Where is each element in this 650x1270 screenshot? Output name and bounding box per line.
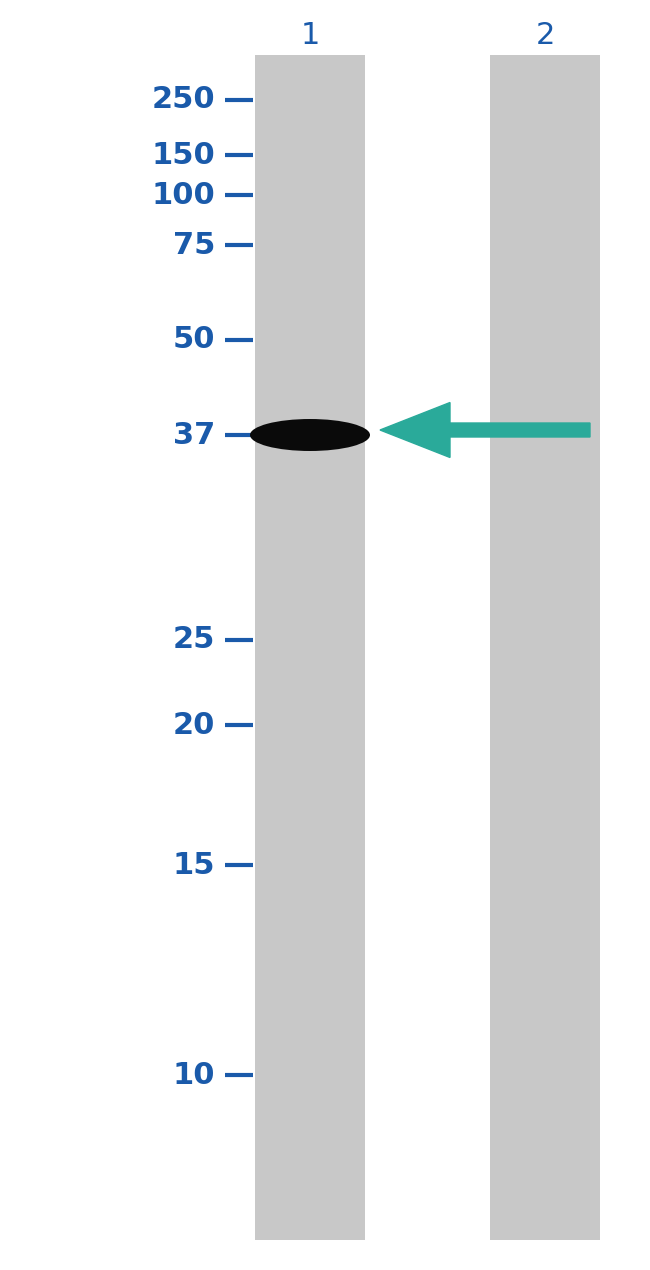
FancyArrow shape: [380, 403, 590, 457]
Text: 150: 150: [151, 141, 215, 169]
Text: 25: 25: [173, 626, 215, 654]
Text: 2: 2: [536, 20, 554, 50]
Text: 10: 10: [172, 1060, 215, 1090]
Text: 250: 250: [151, 85, 215, 114]
Bar: [255, 55, 365, 1240]
Text: 100: 100: [151, 180, 215, 210]
Text: 50: 50: [172, 325, 215, 354]
Text: 20: 20: [173, 710, 215, 739]
Text: 1: 1: [300, 20, 320, 50]
Text: 75: 75: [173, 230, 215, 259]
Text: 15: 15: [172, 851, 215, 880]
Text: 37: 37: [173, 420, 215, 450]
Bar: [490, 55, 600, 1240]
Ellipse shape: [250, 419, 370, 451]
